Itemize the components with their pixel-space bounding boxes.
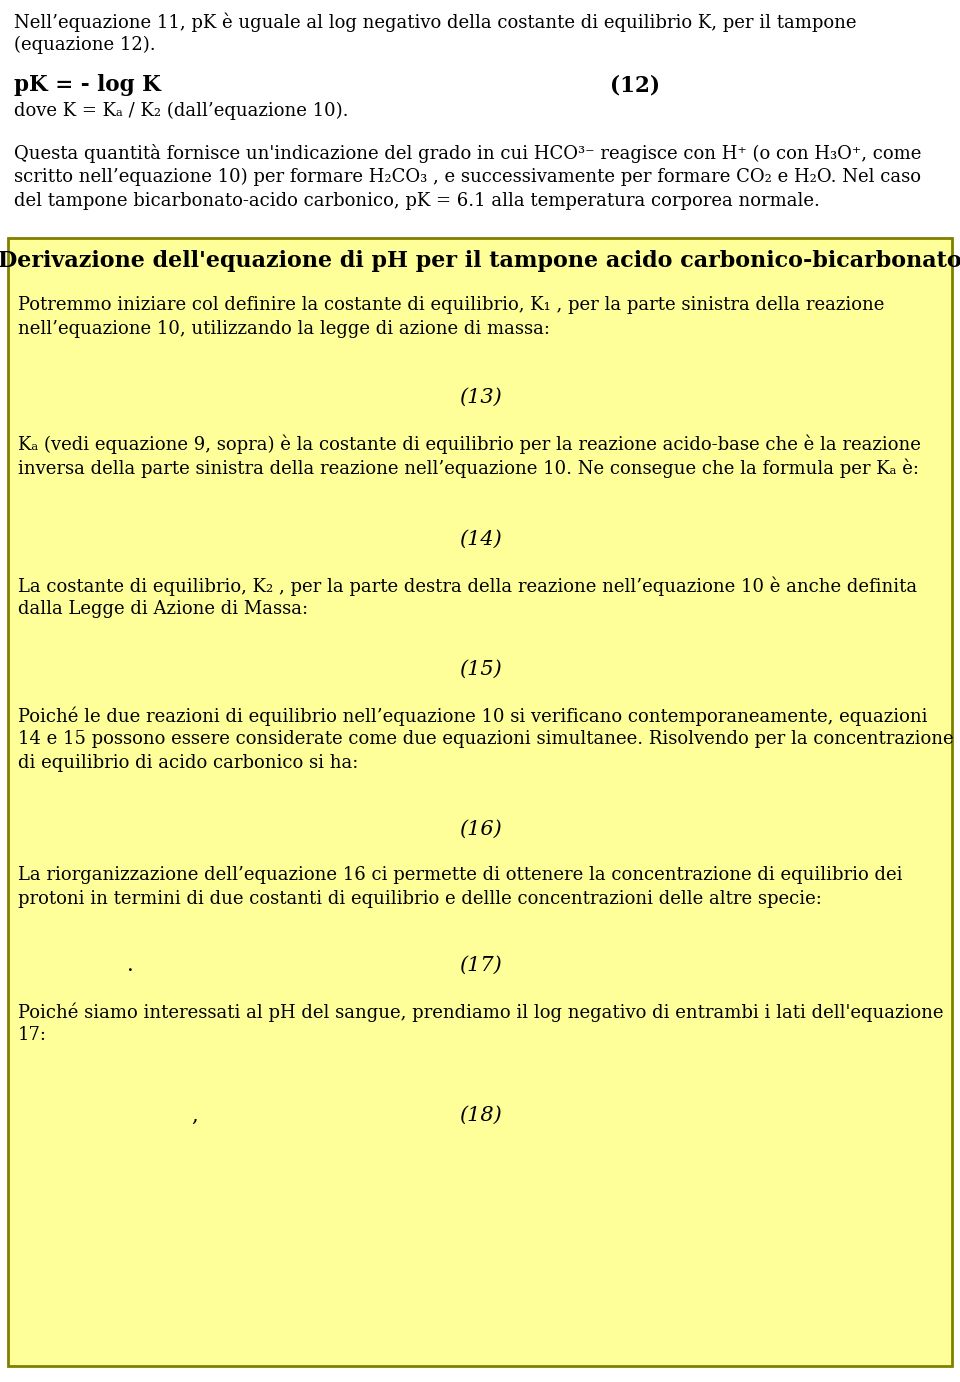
FancyBboxPatch shape — [8, 238, 952, 1365]
Text: Kₐ (vedi equazione 9, sopra) è la costante di equilibrio per la reazione acido-b: Kₐ (vedi equazione 9, sopra) è la costan… — [18, 434, 921, 453]
Text: 17:: 17: — [18, 1025, 47, 1043]
Text: scritto nell’equazione 10) per formare H₂CO₃ , e successivamente per formare CO₂: scritto nell’equazione 10) per formare H… — [14, 169, 921, 187]
Text: Derivazione dell'equazione di pH per il tampone acido carbonico-bicarbonato: Derivazione dell'equazione di pH per il … — [0, 250, 960, 272]
Text: (12): (12) — [610, 75, 660, 95]
Text: pK = - log K: pK = - log K — [14, 75, 161, 95]
Text: (16): (16) — [459, 820, 501, 839]
Text: .: . — [127, 956, 133, 974]
Text: di equilibrio di acido carbonico si ha:: di equilibrio di acido carbonico si ha: — [18, 755, 358, 773]
Text: dove K = Kₐ / K₂ (dall’equazione 10).: dove K = Kₐ / K₂ (dall’equazione 10). — [14, 102, 348, 120]
Text: del tampone bicarbonato-acido carbonico, pK = 6.1 alla temperatura corporea norm: del tampone bicarbonato-acido carbonico,… — [14, 192, 820, 210]
Text: Potremmo iniziare col definire la costante di equilibrio, K₁ , per la parte sini: Potremmo iniziare col definire la costan… — [18, 296, 884, 314]
Text: Poiché siamo interessati al pH del sangue, prendiamo il log negativo di entrambi: Poiché siamo interessati al pH del sangu… — [18, 1002, 944, 1021]
Text: dalla Legge di Azione di Massa:: dalla Legge di Azione di Massa: — [18, 600, 308, 618]
Text: (14): (14) — [459, 531, 501, 549]
Text: Poiché le due reazioni di equilibrio nell’equazione 10 si verificano contemporan: Poiché le due reazioni di equilibrio nel… — [18, 706, 927, 726]
Text: nell’equazione 10, utilizzando la legge di azione di massa:: nell’equazione 10, utilizzando la legge … — [18, 321, 550, 339]
Text: Questa quantità fornisce un'indicazione del grado in cui HCO³⁻ reagisce con H⁺ (: Questa quantità fornisce un'indicazione … — [14, 144, 922, 163]
Text: Nell’equazione 11, pK è uguale al log negativo della costante di equilibrio K, p: Nell’equazione 11, pK è uguale al log ne… — [14, 12, 856, 32]
Text: (13): (13) — [459, 388, 501, 408]
Text: 14 e 15 possono essere considerate come due equazioni simultanee. Risolvendo per: 14 e 15 possono essere considerate come … — [18, 730, 953, 748]
Text: inversa della parte sinistra della reazione nell’equazione 10. Ne consegue che l: inversa della parte sinistra della reazi… — [18, 457, 919, 478]
Text: (15): (15) — [459, 661, 501, 679]
Text: La costante di equilibrio, K₂ , per la parte destra della reazione nell’equazion: La costante di equilibrio, K₂ , per la p… — [18, 576, 917, 596]
Text: ,: , — [192, 1106, 199, 1125]
Text: (18): (18) — [459, 1106, 501, 1125]
Text: La riorganizzazione dell’equazione 16 ci permette di ottenere la concentrazione : La riorganizzazione dell’equazione 16 ci… — [18, 867, 902, 884]
Text: (equazione 12).: (equazione 12). — [14, 36, 156, 54]
Text: (17): (17) — [459, 956, 501, 974]
Text: protoni in termini di due costanti di equilibrio e dellle concentrazioni delle a: protoni in termini di due costanti di eq… — [18, 890, 822, 908]
